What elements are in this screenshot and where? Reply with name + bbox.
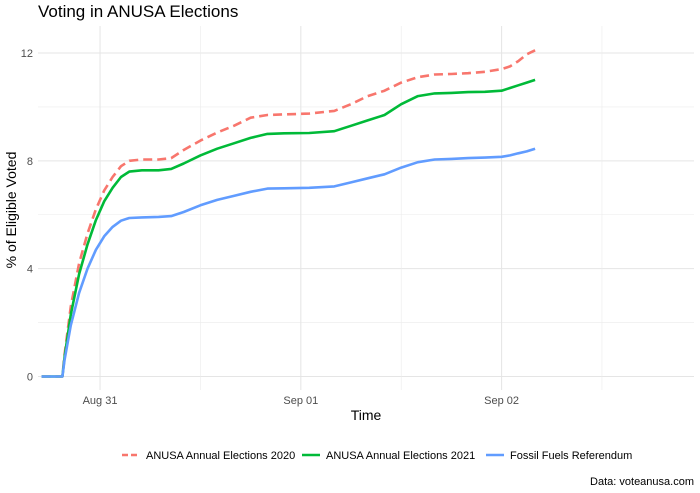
x-axis-ticks: Aug 31 Sep 01 Sep 02 (83, 395, 519, 407)
y-axis-ticks: 0 4 8 12 (21, 48, 33, 384)
legend-item-2: ANUSA Annual Elections 2021 (302, 450, 475, 462)
y-tick-label: 0 (27, 372, 33, 384)
chart-title: Voting in ANUSA Elections (38, 2, 238, 21)
x-tick-label: Sep 01 (283, 395, 318, 407)
series-lines (41, 49, 536, 378)
legend-item-1: ANUSA Annual Elections 2020 (122, 450, 295, 462)
legend-label: ANUSA Annual Elections 2021 (326, 450, 475, 462)
x-tick-label: Sep 02 (484, 395, 519, 407)
grid (38, 26, 694, 390)
y-tick-label: 8 (27, 156, 33, 168)
x-tick-label: Aug 31 (83, 395, 118, 407)
series-line-1 (41, 49, 536, 378)
legend-item-3: Fossil Fuels Referendum (486, 450, 632, 462)
y-tick-label: 4 (27, 264, 33, 276)
legend-label: ANUSA Annual Elections 2020 (146, 450, 295, 462)
series-line-2 (41, 78, 536, 378)
series-line-3 (41, 147, 536, 378)
caption: Data: voteanusa.com (590, 476, 694, 488)
legend: ANUSA Annual Elections 2020 ANUSA Annual … (122, 450, 632, 462)
y-axis-title: % of Eligible Voted (3, 152, 19, 269)
legend-label: Fossil Fuels Referendum (510, 450, 632, 462)
y-tick-label: 12 (21, 48, 33, 60)
x-axis-title: Time (351, 407, 382, 423)
